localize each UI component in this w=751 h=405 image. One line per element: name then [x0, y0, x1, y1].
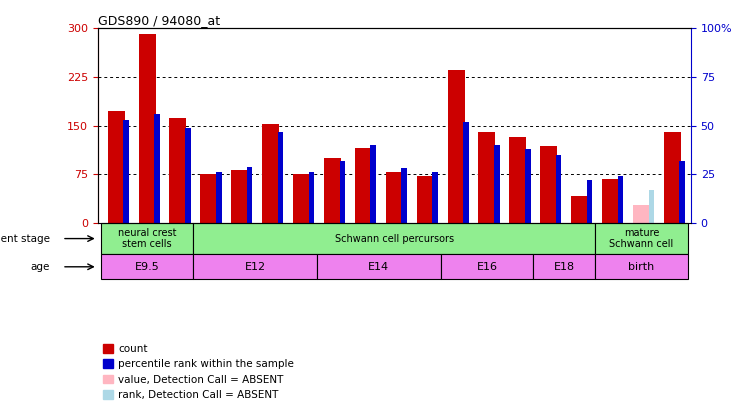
- Bar: [617, 176, 623, 223]
- Bar: [370, 145, 376, 223]
- Bar: [293, 174, 310, 223]
- Bar: [494, 145, 499, 223]
- Bar: [247, 166, 252, 223]
- Bar: [595, 254, 688, 279]
- Bar: [595, 223, 688, 254]
- Bar: [433, 173, 438, 223]
- Bar: [278, 132, 283, 223]
- Text: neural crest
stem cells: neural crest stem cells: [118, 228, 176, 249]
- Bar: [540, 147, 557, 223]
- Bar: [355, 148, 372, 223]
- Bar: [556, 155, 562, 223]
- Bar: [386, 173, 403, 223]
- Bar: [139, 34, 155, 223]
- Bar: [587, 180, 593, 223]
- Bar: [441, 254, 533, 279]
- Text: mature
Schwann cell: mature Schwann cell: [609, 228, 674, 249]
- Bar: [572, 196, 588, 223]
- Bar: [602, 179, 619, 223]
- Bar: [680, 161, 685, 223]
- Bar: [309, 173, 314, 223]
- Bar: [194, 223, 595, 254]
- Bar: [154, 114, 160, 223]
- Bar: [339, 161, 345, 223]
- Bar: [478, 132, 496, 223]
- Bar: [324, 158, 341, 223]
- Bar: [633, 205, 650, 223]
- Bar: [533, 254, 595, 279]
- Bar: [170, 118, 186, 223]
- Legend: count, percentile rank within the sample, value, Detection Call = ABSENT, rank, : count, percentile rank within the sample…: [103, 344, 294, 400]
- Bar: [107, 111, 125, 223]
- Text: E16: E16: [476, 262, 497, 272]
- Text: E14: E14: [368, 262, 389, 272]
- Bar: [101, 254, 194, 279]
- Text: GDS890 / 94080_at: GDS890 / 94080_at: [98, 14, 220, 27]
- Text: E18: E18: [553, 262, 575, 272]
- Bar: [649, 190, 654, 223]
- Text: E9.5: E9.5: [134, 262, 159, 272]
- Bar: [123, 120, 129, 223]
- Bar: [509, 137, 526, 223]
- Text: E12: E12: [245, 262, 266, 272]
- Text: birth: birth: [629, 262, 655, 272]
- Bar: [463, 122, 469, 223]
- Bar: [417, 176, 433, 223]
- Bar: [401, 168, 407, 223]
- Bar: [194, 254, 317, 279]
- Bar: [185, 128, 191, 223]
- Bar: [525, 149, 530, 223]
- Text: development stage: development stage: [0, 234, 50, 243]
- Text: Schwann cell percursors: Schwann cell percursors: [335, 234, 454, 243]
- Bar: [231, 170, 249, 223]
- Bar: [216, 173, 222, 223]
- Bar: [448, 70, 465, 223]
- Bar: [317, 254, 441, 279]
- Bar: [201, 174, 217, 223]
- Bar: [262, 124, 279, 223]
- Text: age: age: [31, 262, 50, 272]
- Bar: [664, 132, 681, 223]
- Bar: [101, 223, 194, 254]
